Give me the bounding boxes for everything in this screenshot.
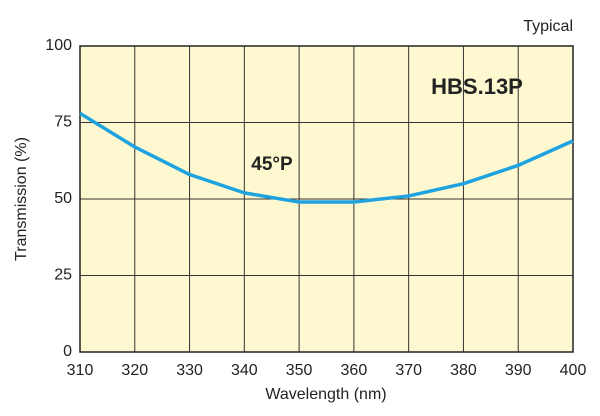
y-tick-label: 0	[63, 343, 72, 360]
y-tick-label: 25	[54, 267, 72, 284]
y-tick-label: 100	[45, 37, 72, 54]
x-tick-label: 400	[560, 362, 587, 379]
y-tick-label: 75	[54, 114, 72, 131]
annotation: HBS.13P	[431, 74, 523, 99]
x-tick-label: 360	[341, 362, 368, 379]
x-tick-label: 340	[231, 362, 258, 379]
x-axis-label: Wavelength (nm)	[265, 386, 386, 403]
y-tick-label: 50	[54, 190, 72, 207]
line	[79, 111, 574, 204]
x-tick-label: 350	[286, 362, 313, 379]
x-tick-label: 320	[121, 362, 148, 379]
annotation: Typical	[523, 18, 573, 35]
x-tick-label: 390	[505, 362, 532, 379]
x-tick-label: 330	[176, 362, 203, 379]
annotation: 45°P	[251, 154, 293, 175]
x-tick-label: 370	[395, 362, 422, 379]
plot-frame	[79, 45, 574, 353]
x-tick-label: 380	[450, 362, 477, 379]
y-axis-label: Transmission (%)	[13, 137, 30, 261]
x-tick-label: 310	[67, 362, 94, 379]
